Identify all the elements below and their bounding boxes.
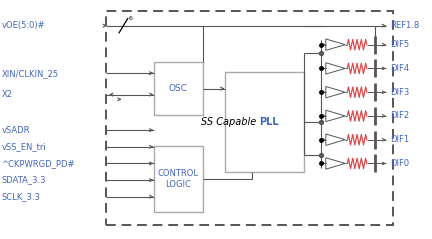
Text: DIF3: DIF3 [391,88,410,97]
Bar [106,11,393,225]
Polygon shape [326,39,345,50]
Text: ^CKPWRGD_PD#: ^CKPWRGD_PD# [2,159,75,168]
Polygon shape [326,110,345,122]
Text: 6: 6 [129,16,133,21]
Text: PLL: PLL [259,117,279,127]
Text: X2: X2 [2,90,13,99]
Text: SS Capable: SS Capable [201,117,259,127]
Polygon shape [326,63,345,74]
Bar [225,72,304,172]
Text: OSC: OSC [169,84,188,93]
Polygon shape [326,134,345,145]
Text: SCLK_3.3: SCLK_3.3 [2,192,41,201]
Text: REF1.8: REF1.8 [391,21,419,30]
Bar [153,146,203,212]
Text: CONTROL
LOGIC: CONTROL LOGIC [158,169,199,189]
Text: vSADR: vSADR [2,126,30,135]
Text: DIF4: DIF4 [391,64,410,73]
Text: DIF1: DIF1 [391,135,410,144]
Polygon shape [326,87,345,98]
Text: SDATA_3.3: SDATA_3.3 [2,176,46,185]
Polygon shape [326,158,345,169]
Text: DIF0: DIF0 [391,159,410,168]
Text: XIN/CLKIN_25: XIN/CLKIN_25 [2,69,59,78]
Text: DIF5: DIF5 [391,40,410,49]
Text: vOE(5:0)#: vOE(5:0)# [2,21,45,30]
Bar [153,62,203,115]
Text: DIF2: DIF2 [391,111,410,120]
Text: vSS_EN_tri: vSS_EN_tri [2,142,46,151]
